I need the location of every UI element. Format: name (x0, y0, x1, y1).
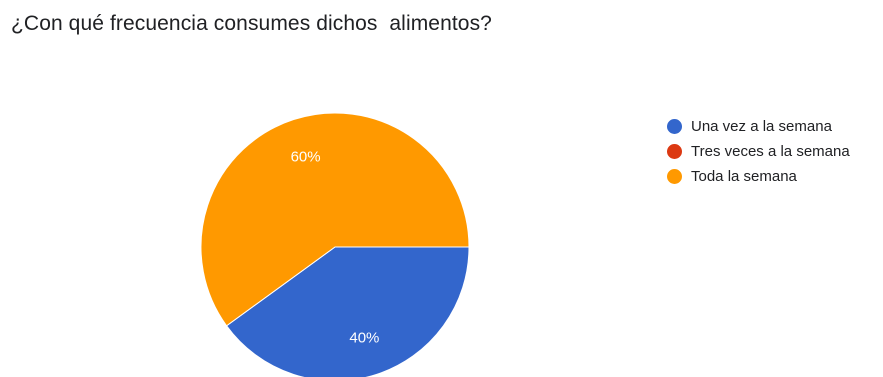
pie-slice-0[interactable] (225, 246, 470, 377)
legend-item-tres-veces[interactable]: Tres veces a la semana (667, 139, 850, 164)
chart-legend: Una vez a la semana Tres veces a la sema… (667, 114, 850, 189)
legend-swatch (667, 144, 682, 159)
chart-title: ¿Con qué frecuencia consumes dichos alim… (11, 12, 492, 35)
legend-swatch (667, 169, 682, 184)
pie-slice-2[interactable] (200, 112, 470, 327)
slice-label-2: 60% (291, 149, 321, 166)
legend-item-toda-la-semana[interactable]: Toda la semana (667, 164, 850, 189)
legend-label: Toda la semana (691, 168, 797, 185)
legend-swatch (667, 119, 682, 134)
legend-label: Una vez a la semana (691, 118, 832, 135)
slice-label-0: 40% (349, 329, 379, 346)
legend-item-una-vez[interactable]: Una vez a la semana (667, 114, 850, 139)
legend-label: Tres veces a la semana (691, 143, 850, 160)
